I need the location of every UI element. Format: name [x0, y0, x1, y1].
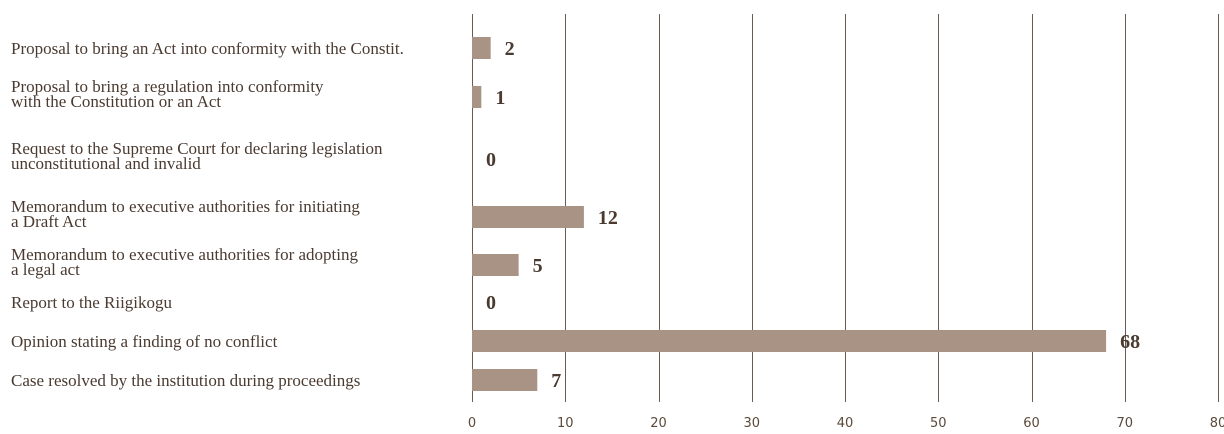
- x-tick-label-40: 40: [837, 416, 854, 431]
- x-tick-label-60: 60: [1023, 416, 1040, 431]
- value-label-6: 68: [1120, 331, 1140, 353]
- bar-4: [472, 254, 519, 276]
- value-label-2: 0: [486, 149, 496, 171]
- bar-7: [472, 369, 538, 391]
- bar-1: [472, 86, 482, 108]
- value-labels: 2 1 0 12 5 0 68 7: [486, 38, 1140, 392]
- category-label-2-line-1: unconstitutional and invalid: [11, 154, 201, 173]
- category-label-1-line-1: with the Constitution or an Act: [11, 92, 221, 111]
- bar-0: [472, 37, 491, 59]
- category-label-4: Memorandum to executive authorities for …: [11, 245, 358, 279]
- x-tick-label-50: 50: [930, 416, 947, 431]
- category-label-7-line-0: Case resolved by the institution during …: [11, 371, 360, 390]
- category-label-4-line-0: Memorandum to executive authorities for …: [11, 245, 358, 264]
- category-label-3-line-1: a Draft Act: [11, 212, 87, 231]
- category-label-6-line-0: Opinion stating a finding of no conflict: [11, 332, 278, 351]
- x-tick-label-10: 10: [557, 416, 574, 431]
- category-label-5: Report to the Riigikogu: [11, 293, 173, 312]
- value-label-1: 1: [495, 87, 505, 109]
- value-label-3: 12: [598, 207, 618, 229]
- value-label-4: 5: [533, 255, 543, 277]
- x-axis-tick-labels: 0 10 20 30 40 50 60 70 80: [468, 416, 1224, 431]
- x-tick-label-70: 70: [1116, 416, 1133, 431]
- category-label-3-line-0: Memorandum to executive authorities for …: [11, 197, 360, 216]
- value-label-7: 7: [551, 370, 561, 392]
- category-label-2-line-0: Request to the Supreme Court for declari…: [11, 139, 383, 158]
- bars: [472, 37, 1107, 391]
- category-label-5-line-0: Report to the Riigikogu: [11, 293, 173, 312]
- category-label-1: Proposal to bring a regulation into conf…: [11, 77, 324, 111]
- gridlines: [472, 14, 1219, 402]
- category-label-4-line-1: a legal act: [11, 260, 80, 279]
- value-label-5: 0: [486, 292, 496, 314]
- category-label-7: Case resolved by the institution during …: [11, 371, 360, 390]
- category-label-3: Memorandum to executive authorities for …: [11, 197, 360, 231]
- category-label-0-line-0: Proposal to bring an Act into conformity…: [11, 39, 404, 58]
- category-label-0: Proposal to bring an Act into conformity…: [11, 39, 404, 58]
- x-tick-label-30: 30: [743, 416, 760, 431]
- value-label-0: 2: [505, 38, 515, 60]
- x-tick-label-20: 20: [650, 416, 667, 431]
- x-tick-label-80: 80: [1210, 416, 1224, 431]
- category-label-6: Opinion stating a finding of no conflict: [11, 332, 278, 351]
- bar-6: [472, 330, 1107, 352]
- category-labels: Proposal to bring an Act into conformity…: [11, 39, 404, 390]
- category-label-1-line-0: Proposal to bring a regulation into conf…: [11, 77, 324, 96]
- bar-3: [472, 206, 584, 228]
- x-tick-label-0: 0: [468, 416, 476, 431]
- category-label-2: Request to the Supreme Court for declari…: [11, 139, 383, 173]
